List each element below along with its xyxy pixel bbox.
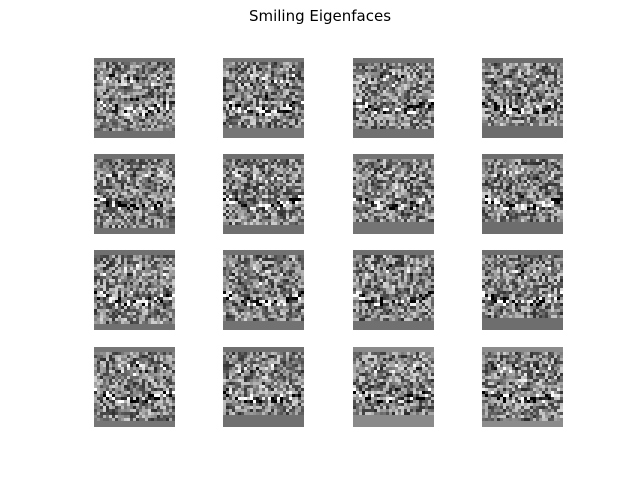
eigenface-9 (94, 250, 175, 330)
eigenface-8-image (482, 154, 563, 234)
eigenface-11 (353, 250, 434, 330)
eigenface-10 (223, 250, 304, 330)
eigenface-4 (482, 58, 563, 138)
eigenface-15-image (353, 347, 434, 427)
eigenface-1 (94, 58, 175, 138)
eigenface-12-image (482, 250, 563, 330)
eigenface-13-image (94, 347, 175, 427)
eigenface-8 (482, 154, 563, 234)
figure-title: Smiling Eigenfaces (248, 7, 392, 25)
eigenface-14-image (223, 347, 304, 427)
eigenface-5-image (94, 154, 175, 234)
eigenface-2 (223, 58, 304, 138)
eigenface-12 (482, 250, 563, 330)
eigenface-7 (353, 154, 434, 234)
eigenface-4-image (482, 58, 563, 138)
eigenface-3 (353, 58, 434, 138)
eigenface-16 (482, 347, 563, 427)
eigenface-10-image (223, 250, 304, 330)
eigenface-13 (94, 347, 175, 427)
eigenface-11-image (353, 250, 434, 330)
eigenface-9-image (94, 250, 175, 330)
eigenface-3-image (353, 58, 434, 138)
eigenface-2-image (223, 58, 304, 138)
eigenface-6 (223, 154, 304, 234)
eigenface-5 (94, 154, 175, 234)
eigenface-7-image (353, 154, 434, 234)
eigenface-6-image (223, 154, 304, 234)
eigenface-14 (223, 347, 304, 427)
eigenface-16-image (482, 347, 563, 427)
eigenface-15 (353, 347, 434, 427)
eigenface-1-image (94, 58, 175, 138)
